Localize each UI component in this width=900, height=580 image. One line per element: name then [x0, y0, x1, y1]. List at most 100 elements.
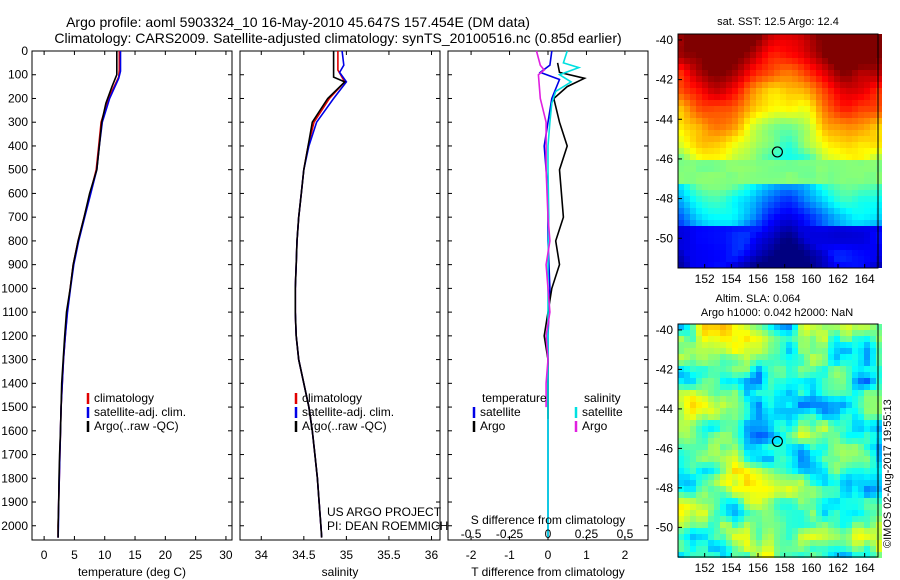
map-cell	[750, 396, 756, 402]
map-cell	[792, 64, 798, 70]
map-cell	[870, 522, 876, 528]
map-cell	[780, 190, 786, 196]
map-cell	[840, 142, 846, 148]
map-cell	[690, 516, 696, 522]
map-cell	[822, 498, 828, 504]
map-cell	[708, 552, 714, 558]
map-cell	[870, 124, 876, 130]
map-cell	[738, 40, 744, 46]
map-cell	[822, 414, 828, 420]
map-cell	[726, 552, 732, 558]
map-cell	[768, 40, 774, 46]
map-cell	[684, 40, 690, 46]
map-cell	[828, 486, 834, 492]
map-cell	[780, 214, 786, 220]
map-cell	[810, 486, 816, 492]
map-cell	[846, 420, 852, 426]
map-cell	[702, 70, 708, 76]
map-cell	[864, 178, 870, 184]
map-cell	[804, 444, 810, 450]
map-cell	[822, 244, 828, 250]
map-cell	[804, 166, 810, 172]
map-cell	[714, 486, 720, 492]
map-cell	[840, 462, 846, 468]
map-cell	[708, 354, 714, 360]
map-cell	[756, 450, 762, 456]
map-cell	[738, 172, 744, 178]
map-cell	[696, 148, 702, 154]
map-cell	[798, 262, 804, 268]
map-cell	[840, 348, 846, 354]
map-cell	[816, 94, 822, 100]
map-cell	[816, 142, 822, 148]
map-cell	[786, 342, 792, 348]
map-cell	[750, 88, 756, 94]
map-cell	[702, 432, 708, 438]
map-cell	[762, 100, 768, 106]
map-cell	[876, 52, 882, 58]
y-tick-label: 1400	[1, 376, 28, 390]
map-cell	[720, 462, 726, 468]
map-cell	[690, 94, 696, 100]
map-cell	[870, 354, 876, 360]
map-cell	[768, 390, 774, 396]
map-cell	[822, 468, 828, 474]
map-cell	[822, 118, 828, 124]
map-cell	[834, 214, 840, 220]
map-cell	[780, 130, 786, 136]
map-cell	[828, 348, 834, 354]
y-tick-label: 100	[8, 68, 28, 82]
map-cell	[816, 112, 822, 118]
map-cell	[780, 330, 786, 336]
map-cell	[684, 196, 690, 202]
map-cell	[756, 190, 762, 196]
map-cell	[834, 378, 840, 384]
map-cell	[690, 480, 696, 486]
map-cell	[786, 528, 792, 534]
map-cell	[846, 40, 852, 46]
map-cell	[714, 226, 720, 232]
map-cell	[738, 450, 744, 456]
map-cell	[684, 112, 690, 118]
map-cell	[780, 118, 786, 124]
map-cell	[822, 46, 828, 52]
map-cell	[744, 256, 750, 262]
map-cell	[876, 348, 882, 354]
map-cell	[798, 58, 804, 64]
map-cell	[798, 244, 804, 250]
x-tick-label: 152	[695, 561, 715, 575]
map-cell	[726, 396, 732, 402]
map-cell	[780, 94, 786, 100]
map-cell	[744, 468, 750, 474]
map-cell	[780, 106, 786, 112]
map-cell	[720, 88, 726, 94]
map-cell	[768, 372, 774, 378]
float-position-marker	[771, 435, 783, 448]
map-cell	[720, 112, 726, 118]
map-cell	[780, 372, 786, 378]
map-cell	[738, 238, 744, 244]
map-cell	[840, 154, 846, 160]
map-cell	[798, 100, 804, 106]
map-cell	[858, 118, 864, 124]
map-cell	[804, 76, 810, 82]
map-cell	[816, 342, 822, 348]
map-cell	[732, 510, 738, 516]
map-cell	[744, 136, 750, 142]
map-cell	[852, 432, 858, 438]
map-cell	[792, 148, 798, 154]
map-cell	[852, 498, 858, 504]
map-cell	[786, 64, 792, 70]
map-cell	[708, 468, 714, 474]
map-cell	[684, 136, 690, 142]
map-cell	[690, 124, 696, 130]
map-cell	[858, 420, 864, 426]
map-cell	[828, 130, 834, 136]
map-cell	[864, 354, 870, 360]
map-cell	[864, 444, 870, 450]
map-cell	[786, 330, 792, 336]
map-cell	[858, 396, 864, 402]
map-cell	[726, 220, 732, 226]
map-cell	[822, 232, 828, 238]
map-cell	[726, 70, 732, 76]
